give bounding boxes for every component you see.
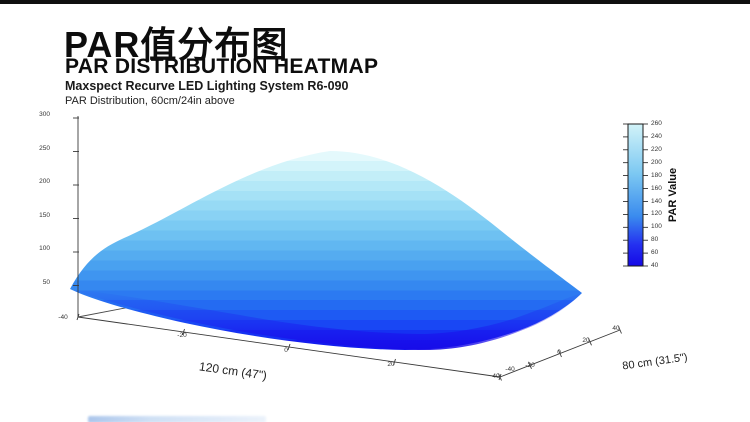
colorbar-tick-label: 220 (651, 145, 662, 153)
colorbar-tick-label: 160 (651, 184, 662, 192)
x-tick-label: -40 (58, 314, 68, 321)
y-tick-label: 40 (612, 325, 620, 332)
colorbar-tick-label: 260 (651, 120, 662, 127)
x-tick-label: 0 (284, 347, 288, 354)
colorbar-tick-label: 180 (651, 171, 662, 179)
measurement-note: PAR Distribution, 60cm/24in above (65, 95, 235, 107)
page-title-cn: PAR值分布图 (64, 24, 289, 65)
z-tick-label: 50 (42, 278, 50, 286)
colorbar-ticks (623, 123, 648, 267)
colorbar-tick-label: 40 (651, 262, 659, 269)
par-surface (70, 151, 582, 350)
y-tick-label: 20 (582, 337, 590, 344)
y-tick-label: -20 (525, 362, 535, 369)
x-tick-label: 20 (387, 361, 395, 368)
y-tick-label: -40 (505, 366, 515, 373)
colorbar-tick-label: 200 (651, 158, 662, 166)
colorbar-tick-label: 140 (651, 197, 662, 205)
x-axis (76, 313, 502, 381)
y-axis (498, 326, 622, 381)
colorbar-tick-label: 240 (651, 132, 662, 140)
z-tick-label: 150 (39, 211, 50, 219)
z-tick-label: 100 (39, 245, 50, 252)
z-tick-label: 300 (39, 111, 50, 118)
colorbar-tick-label: 120 (651, 210, 662, 218)
colorbar-tick-label: 100 (651, 223, 662, 231)
product-subtitle: Maxspect Recurve LED Lighting System R6-… (65, 79, 349, 93)
z-tick-label: 200 (39, 178, 50, 185)
colorbar-tick-label: 80 (651, 236, 659, 244)
colorbar-title: PAR Value (667, 167, 679, 223)
top-border (0, 0, 750, 4)
colorbar (623, 123, 648, 267)
y-tick-label: 0 (557, 349, 561, 356)
z-axis (73, 116, 79, 317)
x-tick-label: -20 (177, 332, 187, 339)
colorbar-tick-label: 60 (651, 249, 659, 257)
x-tick-label: 40 (492, 373, 500, 380)
page-title-en: PAR DISTRIBUTION HEATMAP (65, 55, 379, 78)
cutoff-partial-text (88, 416, 266, 422)
z-tick-label: 250 (39, 144, 50, 152)
